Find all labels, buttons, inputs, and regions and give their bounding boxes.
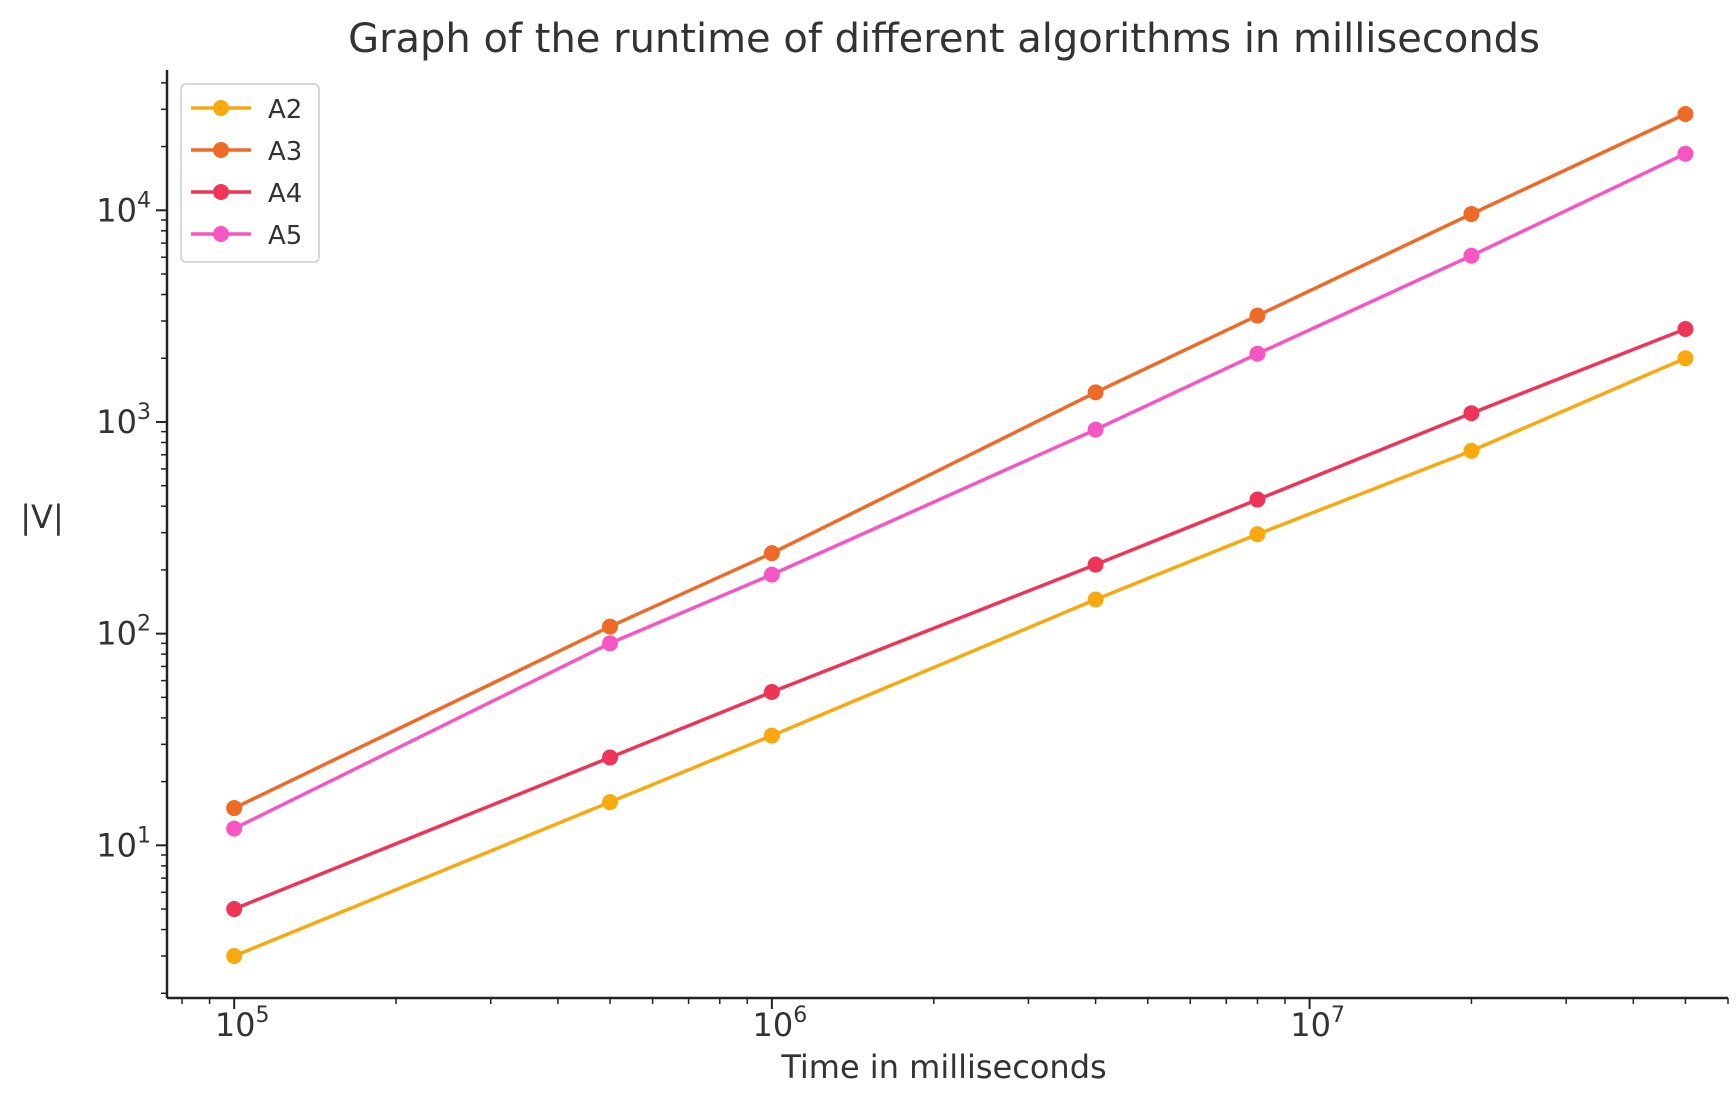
x-tick-label: 106 <box>753 1003 808 1044</box>
data-point-a5 <box>226 820 243 837</box>
data-point-a2 <box>1463 442 1480 459</box>
legend-marker-a3 <box>213 142 229 158</box>
data-point-a2 <box>602 794 619 811</box>
data-point-a2 <box>1249 526 1266 543</box>
data-point-a4 <box>763 684 780 701</box>
legend-marker-a5 <box>213 226 229 242</box>
x-tick-label: 105 <box>215 1003 270 1044</box>
data-point-a5 <box>1249 345 1266 362</box>
data-point-a5 <box>1463 247 1480 264</box>
data-point-a4 <box>226 901 243 918</box>
chart-title: Graph of the runtime of different algori… <box>348 16 1540 62</box>
data-point-a2 <box>763 727 780 744</box>
legend: A2 A3 A4 A5 <box>180 83 320 263</box>
data-point-a4 <box>1677 320 1694 337</box>
data-point-a5 <box>1087 421 1104 438</box>
data-point-a3 <box>226 800 243 817</box>
data-point-a4 <box>1463 405 1480 422</box>
data-point-a4 <box>1249 491 1266 508</box>
legend-label-a4: A4 <box>268 179 302 209</box>
data-point-a5 <box>1677 145 1694 162</box>
data-point-a3 <box>1677 106 1694 123</box>
x-tick-label: 107 <box>1290 1003 1345 1044</box>
data-point-a2 <box>1087 591 1104 608</box>
legend-marker-a4 <box>213 184 229 200</box>
data-point-a2 <box>1677 350 1694 367</box>
axes: 105 106 107 101 102 103 104 <box>96 70 1729 1044</box>
y-tick-label: 104 <box>96 188 151 229</box>
data-point-a4 <box>1087 556 1104 573</box>
data-point-a3 <box>602 618 619 635</box>
legend-marker-a2 <box>213 100 229 116</box>
data-point-a3 <box>1249 307 1266 324</box>
legend-box <box>180 83 320 263</box>
data-point-a5 <box>602 635 619 652</box>
data-point-a2 <box>226 948 243 965</box>
y-tick-label: 103 <box>96 400 151 441</box>
data-point-a3 <box>1463 206 1480 223</box>
legend-label-a5: A5 <box>268 221 302 251</box>
data-point-a4 <box>602 749 619 766</box>
data-point-a3 <box>1087 384 1104 401</box>
y-tick-label: 102 <box>96 612 151 653</box>
series-group <box>226 106 1694 965</box>
x-axis-label: Time in milliseconds <box>780 1048 1106 1086</box>
y-tick-label: 101 <box>96 823 151 864</box>
legend-label-a3: A3 <box>268 137 302 167</box>
legend-label-a2: A2 <box>268 95 302 125</box>
y-axis-label: |V| <box>20 498 63 536</box>
data-point-a5 <box>763 566 780 583</box>
data-point-a3 <box>763 545 780 562</box>
